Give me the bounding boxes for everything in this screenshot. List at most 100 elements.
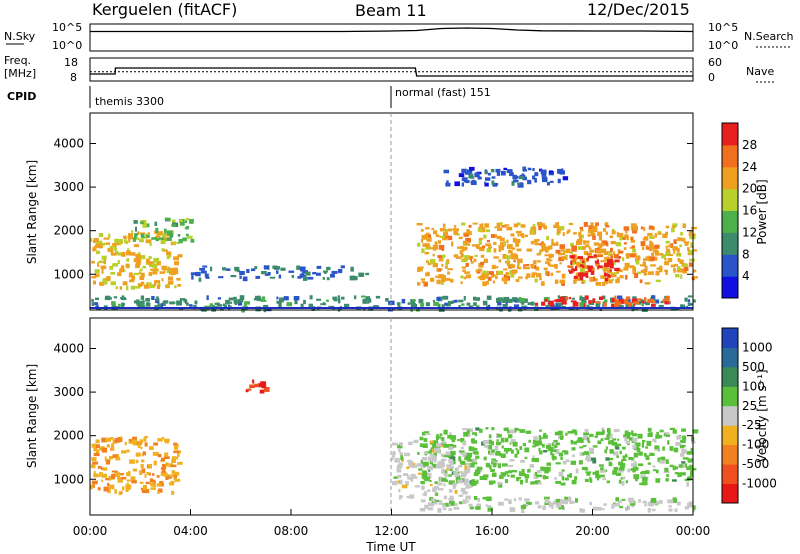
heatmap-cell: [485, 177, 491, 181]
heatmap-cell: [495, 452, 499, 456]
heatmap-cell: [478, 263, 484, 268]
heatmap-cell: [117, 272, 122, 277]
heatmap-cell: [436, 268, 439, 271]
heatmap-cell: [487, 505, 492, 509]
heatmap-cell: [611, 303, 615, 309]
heatmap-cell: [179, 222, 185, 226]
heatmap-cell: [524, 474, 530, 479]
heatmap-cell: [428, 503, 435, 507]
heatmap-cell: [491, 275, 494, 278]
heatmap-cell: [461, 266, 466, 269]
heatmap-cell: [643, 297, 647, 303]
heatmap-cell: [570, 300, 577, 303]
heatmap-cell: [472, 447, 478, 451]
heatmap-cell: [615, 446, 620, 450]
heatmap-cell: [98, 233, 104, 238]
heatmap-cell: [97, 262, 100, 267]
heatmap-cell: [95, 305, 99, 309]
heatmap-cell: [452, 444, 457, 448]
colorbar-tick-label: 20: [742, 182, 757, 196]
heatmap-cell: [620, 477, 624, 480]
heatmap-cell: [148, 261, 155, 266]
heatmap-cell: [664, 301, 669, 305]
heatmap-cell: [322, 277, 325, 280]
heatmap-cell: [599, 307, 602, 311]
heatmap-cell: [468, 305, 474, 308]
heatmap-cell: [159, 271, 165, 274]
heatmap-cell: [523, 264, 526, 270]
heatmap-cell: [604, 299, 608, 303]
heatmap-cell: [492, 266, 499, 269]
heatmap-cell: [595, 282, 601, 286]
heatmap-cell: [557, 430, 563, 436]
nave-tick-bottom: 0: [708, 71, 715, 84]
colorbar-swatch: [722, 210, 738, 233]
heatmap-cell: [607, 274, 610, 277]
heatmap-cell: [454, 181, 460, 187]
heatmap-cell: [452, 485, 456, 489]
heatmap-cell: [640, 270, 647, 273]
heatmap-cell: [103, 259, 106, 265]
heatmap-cell: [421, 456, 428, 461]
heatmap-cell: [316, 265, 322, 269]
heatmap-cell: [623, 242, 627, 245]
heatmap-cell: [443, 429, 448, 435]
heatmap-cell: [91, 443, 96, 448]
heatmap-cell: [647, 298, 654, 303]
heatmap-cell: [448, 443, 454, 449]
heatmap-cell: [441, 278, 446, 283]
heatmap-cell: [114, 238, 120, 243]
heatmap-cell: [462, 440, 467, 446]
heatmap-cell: [525, 275, 528, 280]
heatmap-cell: [437, 240, 442, 244]
heatmap-cell: [628, 500, 635, 504]
heatmap-cell: [167, 474, 170, 479]
heatmap-cell: [535, 266, 540, 271]
heatmap-cell: [115, 242, 120, 246]
heatmap-cell: [547, 302, 551, 305]
heatmap-cell: [458, 305, 461, 308]
heatmap-cell: [557, 302, 563, 306]
heatmap-cell: [438, 257, 444, 262]
heatmap-cell: [568, 222, 573, 226]
heatmap-cell: [173, 450, 179, 454]
heatmap-cell: [642, 261, 646, 266]
heatmap-cell: [111, 484, 115, 490]
heatmap-cell: [100, 265, 107, 270]
heatmap-cell: [605, 231, 608, 235]
heatmap-cell: [690, 245, 694, 249]
heatmap-cell: [164, 441, 170, 444]
heatmap-cell: [506, 272, 513, 275]
heatmap-cell: [564, 477, 569, 481]
heatmap-cell: [654, 233, 657, 238]
heatmap-cell: [443, 503, 449, 507]
heatmap-cell: [337, 269, 343, 274]
heatmap-cell: [547, 246, 553, 250]
heatmap-cell: [101, 269, 104, 274]
heatmap-cell: [606, 480, 610, 484]
heatmap-cell: [687, 247, 690, 251]
heatmap-cell: [615, 497, 619, 502]
heatmap-cell: [139, 305, 146, 308]
heatmap-cell: [645, 455, 650, 461]
heatmap-cell: [520, 224, 526, 228]
heatmap-cell: [608, 279, 613, 284]
heatmap-cell: [592, 471, 598, 475]
heatmap-cell: [535, 501, 540, 505]
heatmap-cell: [128, 237, 131, 243]
heatmap-cell: [297, 276, 302, 279]
heatmap-cell: [140, 234, 145, 237]
heatmap-cell: [155, 227, 159, 233]
heatmap-cell: [441, 437, 445, 441]
heatmap-cell: [126, 285, 129, 291]
heatmap-cell: [630, 501, 633, 506]
heatmap-cell: [142, 485, 147, 490]
heatmap-cell: [155, 238, 160, 242]
colorbar-swatch: [722, 166, 738, 190]
heatmap-cell: [530, 240, 534, 245]
heatmap-cell: [605, 457, 610, 461]
heatmap-cell: [512, 297, 518, 302]
heatmap-cell: [640, 475, 646, 479]
heatmap-cell: [637, 271, 641, 275]
heatmap-cell: [441, 458, 447, 461]
